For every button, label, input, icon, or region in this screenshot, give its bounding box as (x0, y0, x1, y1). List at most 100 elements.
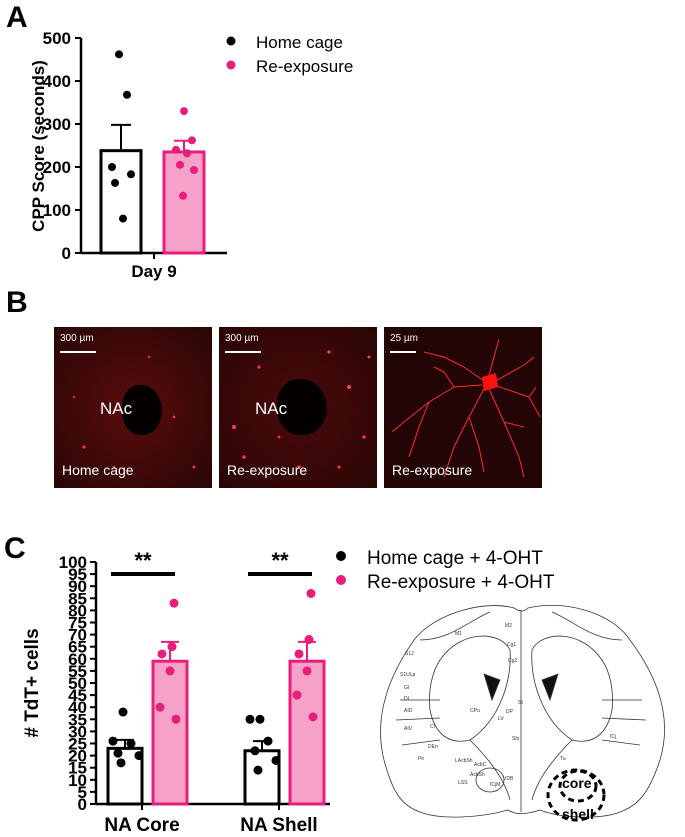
data-point (188, 136, 196, 145)
core-label: core (562, 775, 592, 791)
data-point (118, 707, 128, 717)
atlas-region-label: GI (404, 685, 409, 691)
atlas-region-label: Pir (418, 756, 424, 762)
y-tick-label: 90 (68, 577, 87, 596)
data-point (157, 649, 167, 659)
data-point (155, 702, 165, 712)
micrograph-neuron: 25 µm Re-exposure (384, 327, 542, 488)
legend-label: Home cage + 4-OHT (367, 548, 543, 569)
condition-label: Re-exposure (392, 462, 473, 478)
region-label: NAc (100, 399, 133, 418)
atlas-region-label: DEn (428, 744, 438, 750)
scale-bar-label: 300 µm (225, 333, 259, 344)
y-axis-label: # TdT+ cells (22, 628, 43, 737)
scale-bar-label: 25 µm (390, 333, 418, 344)
data-point (172, 145, 180, 154)
y-tick-label: 35 (68, 710, 87, 729)
y-tick-label: 75 (68, 614, 87, 633)
micrograph-home-cage: 300 µm NAc Home cage (54, 327, 212, 488)
y-tick-label: 0 (78, 795, 87, 814)
data-point (176, 160, 184, 169)
atlas-region-label: ICj (610, 734, 616, 740)
y-tick-label: 400 (43, 72, 71, 91)
data-point (306, 588, 316, 598)
atlas-region-label: SI (518, 700, 523, 706)
data-point (302, 666, 312, 676)
region-label: NAc (255, 399, 288, 418)
significance-label: ** (134, 548, 152, 573)
data-point (190, 166, 198, 175)
scale-bar-label: 300 µm (60, 333, 94, 344)
y-tick-label: 60 (68, 650, 87, 669)
x-tick-label: NA Shell (240, 815, 317, 836)
cpp-score-chart: 0 100 200 300 400 500 Day 9 CPP Score (seconds)… (29, 29, 353, 281)
data-point (165, 666, 175, 676)
data-point (245, 714, 255, 724)
y-tick-label: 45 (68, 686, 87, 705)
atlas-region-label: DP (506, 709, 514, 715)
data-point (126, 739, 136, 748)
legend-label: Home cage (256, 33, 343, 52)
scale-bar (225, 351, 261, 353)
y-tick-label: 100 (43, 201, 71, 220)
condition-label: Re-exposure (227, 462, 308, 478)
y-tick-label: 25 (68, 735, 87, 754)
atlas-region-label: M1 (455, 631, 462, 637)
data-point (116, 758, 126, 768)
y-tick-label: 80 (68, 601, 87, 620)
data-point (111, 178, 119, 187)
data-point (253, 765, 263, 775)
y-tick-label: 40 (68, 698, 87, 717)
core-outline (558, 769, 598, 803)
data-point (134, 751, 144, 761)
data-point (123, 90, 131, 99)
atlas-region-label: LAcbSh (455, 758, 473, 764)
atlas-region-label: M2 (505, 623, 512, 629)
bar (151, 659, 189, 806)
atlas-region-label: VDB (503, 776, 514, 782)
y-tick-label: 100 (59, 553, 87, 572)
y-tick-label: 5 (78, 783, 87, 802)
y-tick-label: 85 (68, 589, 87, 608)
data-point (179, 191, 187, 200)
scale-bar (60, 351, 96, 353)
nac-dark-region (122, 385, 162, 435)
data-point (115, 50, 123, 59)
data-point (127, 170, 135, 179)
atlas-region-label: AcbC (474, 762, 487, 768)
micrograph-re-exposure: 300 µm NAc Re-exposure (219, 327, 377, 488)
data-point (119, 214, 127, 223)
y-tick-label: 20 (68, 747, 87, 766)
y-tick-label: 0 (62, 244, 71, 263)
shell-label: shell (562, 806, 594, 822)
data-point (292, 690, 302, 700)
data-point (271, 755, 281, 765)
atlas-region-label: ICjM (490, 782, 500, 788)
y-axis-label: CPP Score (seconds) (29, 60, 48, 232)
data-point (108, 736, 118, 746)
nac-dark-region (277, 379, 327, 435)
y-tick-label: 70 (68, 626, 87, 645)
y-tick-label: 10 (68, 771, 87, 790)
atlas-region-label: Tu (560, 756, 566, 762)
significance-label: ** (271, 548, 289, 573)
legend-marker (336, 575, 346, 585)
data-point (304, 634, 314, 644)
data-point (263, 736, 273, 746)
x-tick-label: NA Core (104, 815, 179, 836)
neuron-drawing (384, 327, 542, 488)
atlas-region-label: LSS (458, 780, 468, 786)
y-tick-label: 50 (68, 674, 87, 693)
data-point (255, 714, 265, 724)
legend-label: Re-exposure (256, 57, 353, 76)
y-tick-label: 30 (68, 722, 87, 741)
data-point (250, 746, 260, 756)
legend-marker (336, 551, 346, 561)
data-point (308, 712, 318, 722)
atlas-region-label: LV (498, 716, 504, 722)
atlas-region-label: AID (404, 708, 413, 714)
atlas-region-label: S1J (405, 651, 414, 657)
y-tick-label: 95 (68, 565, 87, 584)
scale-bar (390, 351, 416, 353)
